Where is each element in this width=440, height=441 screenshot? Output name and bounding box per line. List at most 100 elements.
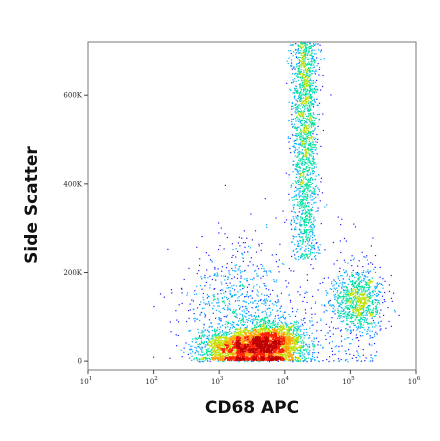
data-point bbox=[214, 334, 216, 336]
data-point bbox=[313, 338, 315, 340]
data-point bbox=[296, 75, 298, 77]
data-point bbox=[303, 131, 305, 133]
data-point bbox=[209, 345, 212, 347]
data-point bbox=[351, 338, 354, 341]
data-point bbox=[307, 96, 309, 99]
data-point bbox=[313, 347, 315, 349]
data-point bbox=[293, 164, 295, 166]
data-point bbox=[311, 223, 313, 225]
data-point bbox=[358, 307, 360, 309]
data-point bbox=[362, 302, 364, 304]
data-point bbox=[241, 271, 243, 273]
data-point bbox=[205, 348, 207, 351]
data-point bbox=[293, 236, 295, 238]
data-point bbox=[346, 297, 348, 299]
data-point bbox=[305, 197, 307, 199]
data-point bbox=[211, 278, 213, 281]
data-point bbox=[229, 303, 231, 305]
data-point bbox=[357, 308, 359, 310]
data-point bbox=[204, 316, 206, 318]
data-point bbox=[235, 264, 237, 266]
data-point bbox=[295, 223, 297, 225]
data-point bbox=[297, 330, 299, 332]
data-point bbox=[313, 99, 315, 101]
data-point bbox=[295, 215, 297, 217]
data-point bbox=[225, 332, 227, 335]
data-point bbox=[233, 326, 235, 328]
data-point bbox=[294, 199, 296, 201]
data-point bbox=[280, 305, 282, 307]
data-point bbox=[307, 98, 309, 100]
data-point bbox=[289, 44, 291, 46]
data-point bbox=[243, 331, 245, 333]
data-point bbox=[262, 300, 264, 302]
data-point bbox=[194, 290, 196, 292]
data-point bbox=[266, 314, 268, 316]
data-point bbox=[277, 309, 279, 311]
data-point bbox=[220, 318, 222, 320]
data-point bbox=[296, 198, 298, 200]
data-point bbox=[259, 330, 261, 332]
data-point bbox=[178, 304, 180, 306]
data-point bbox=[198, 337, 200, 339]
data-point bbox=[195, 358, 197, 360]
data-point bbox=[329, 336, 331, 338]
data-point bbox=[298, 132, 300, 134]
data-point bbox=[238, 331, 240, 334]
data-point bbox=[380, 309, 382, 311]
data-point bbox=[189, 349, 191, 351]
data-point bbox=[198, 332, 200, 334]
data-point bbox=[303, 178, 305, 180]
data-point bbox=[307, 119, 309, 121]
data-point bbox=[343, 309, 345, 311]
data-point bbox=[343, 259, 345, 261]
data-point bbox=[347, 262, 349, 264]
data-point bbox=[203, 340, 205, 343]
data-point bbox=[251, 331, 253, 333]
data-point bbox=[300, 202, 302, 204]
data-point bbox=[353, 307, 355, 309]
data-point bbox=[242, 316, 244, 318]
data-point bbox=[225, 355, 227, 357]
data-point bbox=[344, 311, 346, 313]
data-point bbox=[216, 302, 218, 304]
data-point bbox=[276, 295, 278, 298]
data-point bbox=[378, 302, 380, 304]
data-point bbox=[224, 308, 226, 311]
data-point bbox=[311, 226, 313, 228]
data-point bbox=[302, 174, 304, 176]
data-point bbox=[300, 338, 302, 340]
data-point bbox=[300, 231, 302, 233]
data-point bbox=[290, 347, 292, 349]
data-point bbox=[291, 118, 293, 121]
data-point bbox=[296, 100, 298, 102]
data-point bbox=[375, 299, 377, 301]
data-point bbox=[304, 79, 306, 81]
data-point bbox=[283, 360, 285, 362]
data-point bbox=[352, 315, 354, 317]
data-point bbox=[299, 360, 301, 363]
data-point bbox=[367, 271, 369, 273]
data-point bbox=[268, 270, 270, 272]
data-point bbox=[313, 235, 316, 237]
data-point bbox=[246, 325, 248, 327]
data-point bbox=[306, 229, 308, 231]
data-point bbox=[297, 79, 300, 81]
data-point bbox=[171, 292, 173, 294]
data-point bbox=[298, 95, 300, 97]
data-point bbox=[309, 161, 311, 163]
data-point bbox=[286, 357, 288, 359]
data-point bbox=[312, 224, 314, 226]
data-point bbox=[378, 299, 380, 302]
data-point bbox=[365, 290, 367, 292]
data-point bbox=[363, 327, 365, 329]
data-point bbox=[369, 330, 371, 332]
data-point bbox=[244, 329, 247, 331]
data-point bbox=[369, 315, 371, 317]
data-point bbox=[370, 336, 372, 338]
data-point bbox=[300, 92, 302, 94]
data-point bbox=[305, 176, 307, 178]
data-point bbox=[303, 174, 305, 176]
data-point bbox=[291, 326, 293, 328]
data-point bbox=[261, 330, 263, 332]
